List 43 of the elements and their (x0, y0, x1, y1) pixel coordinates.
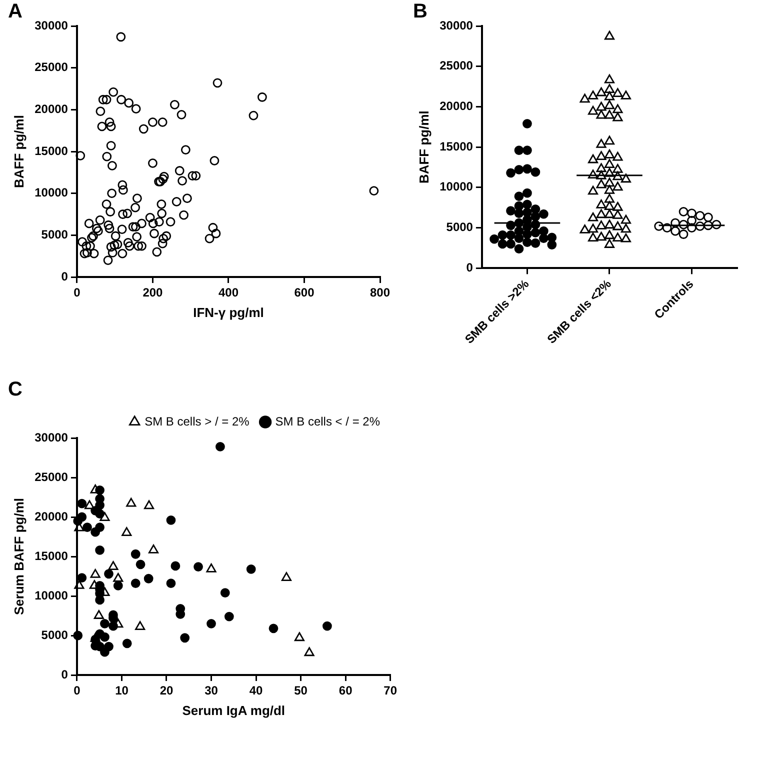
x-tick-label: 800 (370, 286, 390, 300)
y-tick-label: 5000 (446, 220, 474, 234)
y-tick-label: 20000 (34, 102, 68, 116)
chart-title: A (8, 0, 22, 23)
x-tick-label: 70 (384, 684, 398, 698)
y-axis-title: BAFF pg/ml (11, 115, 26, 188)
x-tick-label: 50 (294, 684, 308, 698)
y-tick-label: 25000 (34, 470, 68, 484)
y-tick-label: 0 (61, 667, 68, 682)
y-tick-label: 15000 (440, 139, 474, 154)
y-tick-label: 10000 (440, 180, 474, 194)
y-tick-label: 15000 (34, 548, 68, 563)
y-tick-label: 20000 (34, 509, 68, 524)
x-tick-label: 400 (218, 286, 239, 300)
y-tick-label: 30000 (34, 430, 68, 444)
y-axis-title: BAFF pg/ml (416, 110, 432, 184)
y-tick-label: 10000 (34, 588, 68, 602)
x-tick-label: 0 (74, 684, 81, 698)
x-tick-label: 600 (294, 286, 315, 300)
x-tick-label: 10 (115, 684, 129, 698)
x-tick-label: 30 (204, 684, 218, 698)
legend-label: SM B cells > / = 2% (144, 414, 250, 428)
y-axis-title: Serum BAFF pg/ml (11, 498, 26, 616)
x-tick-label: 0 (74, 286, 81, 300)
y-tick-label: 20000 (440, 99, 474, 114)
y-tick-label: 5000 (41, 227, 68, 242)
x-axis-title: Serum IgA mg/dl (182, 702, 286, 718)
y-tick-label: 10000 (34, 186, 68, 200)
x-tick-label: 200 (142, 286, 164, 300)
y-tick-label: 30000 (34, 18, 68, 32)
y-tick-label: 0 (466, 260, 474, 274)
x-tick-label: 40 (249, 684, 264, 698)
y-tick-label: 30000 (440, 18, 474, 32)
y-tick-label: 25000 (440, 58, 474, 73)
x-axis-title: IFN-γ pg/ml (193, 304, 264, 320)
legend-label: SM B cells < / = 2% (275, 414, 380, 428)
x-tick-label: 60 (338, 684, 353, 698)
y-tick-label: 5000 (41, 628, 68, 642)
x-tick-label: 20 (160, 684, 174, 698)
chart-title: B (413, 0, 428, 23)
y-tick-label: 25000 (34, 60, 68, 74)
y-tick-label: 15000 (34, 144, 68, 158)
chart-title: C (8, 378, 22, 401)
